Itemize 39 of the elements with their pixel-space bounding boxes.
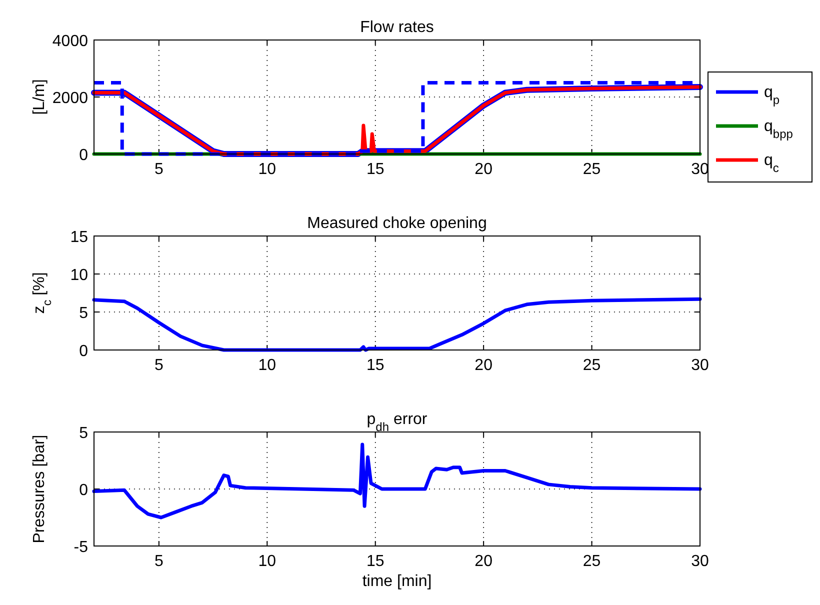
- y-tick-label: -5: [74, 539, 88, 556]
- legend-label: q$_{c}$: [764, 152, 779, 175]
- line-series: [92, 442, 702, 520]
- x-tick-label: 30: [691, 553, 709, 570]
- y-axis-title: [L/m]: [31, 79, 48, 115]
- x-axis-title: time [min]: [362, 573, 432, 590]
- y-tick-label: 0: [79, 482, 88, 499]
- chart-title: Measured choke opening: [307, 215, 487, 232]
- x-tick-label: 10: [258, 553, 276, 570]
- x-tick-label: 10: [258, 161, 276, 178]
- x-tick-label: 10: [258, 357, 276, 374]
- x-tick-label: 5: [154, 161, 164, 178]
- x-tick-label: 20: [474, 161, 493, 178]
- x-tick-label: 30: [691, 357, 709, 374]
- y-tick-label: 0: [79, 147, 88, 164]
- line-series: [92, 297, 702, 352]
- x-tick-label: 15: [366, 553, 384, 570]
- x-tick-label: 5: [154, 553, 164, 570]
- x-tick-label: 25: [582, 161, 601, 178]
- y-tick-label: 5: [79, 305, 88, 322]
- y-tick-label: 4000: [52, 33, 88, 50]
- x-tick-label: 25: [582, 553, 601, 570]
- y-tick-label: 10: [70, 267, 88, 284]
- x-tick-label: 30: [691, 161, 709, 178]
- y-tick-label: 2000: [52, 90, 88, 107]
- x-tick-label: 20: [474, 357, 493, 374]
- y-axis-title: Pressures [bar]: [31, 434, 48, 544]
- y-tick-label: 15: [70, 229, 88, 246]
- chart-title: p$_{dh}$ error: [366, 411, 428, 434]
- x-tick-label: 5: [154, 357, 164, 374]
- x-tick-label: 25: [582, 357, 601, 374]
- y-tick-label: 0: [79, 343, 88, 360]
- chart-title: Flow rates: [360, 19, 434, 36]
- y-tick-label: 5: [79, 425, 88, 442]
- legend-label: q$_{bpp}$: [764, 118, 794, 141]
- x-tick-label: 20: [474, 553, 493, 570]
- x-tick-label: 15: [366, 357, 384, 374]
- x-tick-label: 15: [366, 161, 384, 178]
- legend-label: q$_{p}$: [764, 84, 780, 107]
